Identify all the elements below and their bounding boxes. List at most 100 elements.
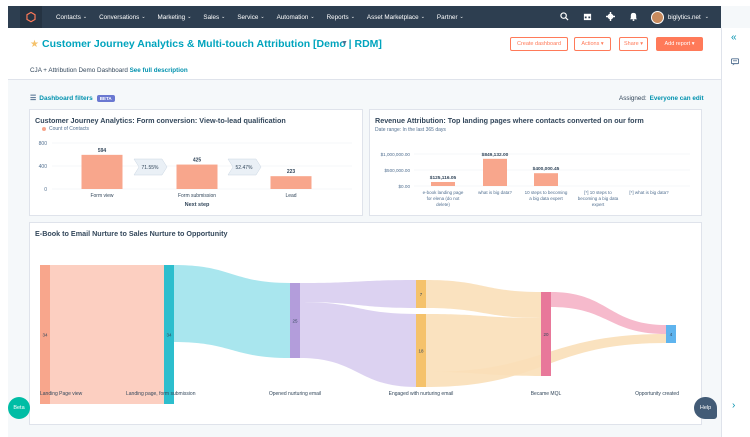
nav-item-sales[interactable]: Sales ⌄: [203, 14, 225, 21]
nav-item-label: Conversations: [99, 13, 140, 21]
sankey-node-value: 4: [670, 332, 673, 337]
conversion-rate-label: 71.55%: [142, 165, 160, 171]
nav-right: biglytics.net ⌄: [553, 6, 709, 28]
x-tick-label: for elena (do not: [427, 196, 461, 201]
x-tick-label: becoming a big data: [578, 196, 619, 201]
sankey-stage-label: Opportunity created: [635, 391, 679, 397]
nav-item-contacts[interactable]: Contacts ⌄: [56, 14, 87, 21]
sankey-stage-label: Landing page, form submission: [126, 391, 196, 397]
report-card-form-conversion: Customer Journey Analytics: Form convers…: [29, 109, 363, 216]
notifications-icon[interactable]: [629, 12, 638, 23]
dashboard-filters-label[interactable]: Dashboard filters: [39, 94, 93, 102]
chevron-down-icon: ⌄: [221, 14, 226, 20]
sankey-node-value: 18: [418, 349, 424, 354]
sankey-link: [426, 314, 541, 376]
legend-label: Count of Contacts: [49, 126, 90, 132]
x-tick-label: 10 steps to becoming: [525, 190, 568, 195]
bar-form-submission: [176, 164, 218, 189]
y-tick-label: 0: [44, 187, 47, 193]
bar-value-label: $125,116.05: [430, 175, 457, 181]
dashboard-switcher-caret-icon[interactable]: ▼: [341, 40, 348, 47]
share-button[interactable]: Share ▾: [619, 37, 648, 51]
collapse-sidebar-icon[interactable]: «: [731, 32, 737, 43]
sankey-node: [666, 325, 676, 343]
nav-item-label: Partner: [436, 13, 458, 21]
sankey-node-value: 7: [420, 292, 423, 297]
add-report-button[interactable]: Add report ▾: [656, 37, 703, 51]
nav-item-reports[interactable]: Reports ⌄: [327, 14, 355, 21]
report-card-sankey: E-Book to Email Nurture to Sales Nurture…: [29, 222, 702, 425]
chevron-down-icon: ⌄: [187, 14, 192, 20]
right-sidebar: « ›: [721, 28, 750, 437]
sankey-stage-label: Landing Page view: [40, 391, 83, 397]
dashboard-title[interactable]: Customer Journey Analytics & Multi-touch…: [42, 38, 382, 50]
marketplace-icon[interactable]: [583, 12, 592, 23]
assigned-value-link[interactable]: Everyone can edit: [649, 95, 704, 102]
sankey-link: [426, 280, 541, 318]
dashboard-subtitle: CJA + Attribution Demo Dashboard: [30, 67, 128, 74]
settings-icon[interactable]: [605, 11, 615, 23]
hubspot-logo-icon: ⬡: [25, 10, 37, 24]
legend-swatch: [42, 127, 46, 131]
x-tick-label: expert: [592, 202, 605, 207]
chevron-down-icon: ⌄: [310, 14, 315, 20]
nav-item-partner[interactable]: Partner ⌄: [437, 14, 464, 21]
sankey-node-value: 20: [543, 332, 549, 337]
x-tick-label: what is big data?: [478, 190, 512, 195]
form-conversion-chart: 800 400 0 594 Form view 425 Form submission 223…: [39, 141, 352, 208]
actions-button[interactable]: Actions ▾: [574, 37, 611, 51]
favorite-star-icon[interactable]: ★: [30, 39, 39, 50]
dashboard-header: ★ Customer Journey Analytics & Multi-tou…: [8, 28, 721, 80]
nav-item-asset-marketplace[interactable]: Asset Marketplace ⌄: [367, 14, 425, 21]
x-tick-label: Lead: [285, 193, 296, 199]
top-navigation: ⬡ Contacts ⌄ Conversations ⌄ Marketing ⌄ Sales…: [8, 6, 721, 28]
sankey-node: [416, 314, 426, 387]
add-report-button-label: Add report: [664, 41, 691, 47]
sankey-node: [164, 265, 174, 404]
sankey-stage-label: Engaged with nurturing email: [389, 391, 454, 397]
account-name[interactable]: biglytics.net: [667, 13, 701, 21]
bar-value-label: 425: [193, 158, 202, 164]
chevron-down-icon: ⌄: [141, 14, 146, 20]
bar: [534, 173, 558, 186]
nav-item-marketing[interactable]: Marketing ⌄: [158, 14, 192, 21]
see-full-description-link[interactable]: See full description: [129, 67, 188, 74]
hubspot-logo[interactable]: ⬡: [20, 6, 42, 28]
nav-item-label: Reports: [326, 13, 349, 21]
x-tick-label: a big data expert: [529, 196, 563, 201]
chevron-down-icon: ⌄: [420, 14, 425, 20]
bar-value-label: 223: [287, 169, 296, 175]
avatar[interactable]: [650, 10, 664, 24]
bar-value-label: $400,000.45: [533, 166, 560, 172]
chat-icon[interactable]: [730, 58, 740, 68]
report-title[interactable]: Customer Journey Analytics: Form convers…: [35, 116, 286, 125]
create-dashboard-button[interactable]: Create dashboard: [510, 37, 568, 51]
account-menu-chevron-icon[interactable]: ⌄: [704, 14, 709, 20]
search-icon[interactable]: [560, 11, 569, 23]
nav-item-service[interactable]: Service ⌄: [237, 14, 264, 21]
x-tick-label: Form view: [90, 193, 113, 199]
nav-item-automation[interactable]: Automation ⌄: [277, 14, 315, 21]
chevron-down-icon: ⌄: [82, 14, 88, 20]
nav-item-label: Service: [237, 13, 259, 21]
help-button[interactable]: Help: [694, 397, 717, 419]
conversion-arrow: [227, 158, 262, 176]
x-tick-label: Form submission: [178, 193, 216, 199]
conversion-arrow: [133, 158, 168, 176]
chevron-down-icon: ⌄: [260, 14, 265, 20]
nav-item-conversations[interactable]: Conversations ⌄: [99, 14, 145, 21]
dashboard-filters[interactable]: ☰ Dashboard filters BETA: [30, 94, 115, 102]
sankey-stage-label: Became MQL: [531, 391, 562, 397]
chevron-down-icon: ⌄: [459, 14, 464, 20]
sankey-node: [290, 283, 300, 358]
report-title[interactable]: Revenue Attribution: Top landing pages w…: [375, 116, 644, 125]
report-title[interactable]: E-Book to Email Nurture to Sales Nurture…: [35, 229, 228, 238]
assigned-label: Assigned:: [619, 95, 647, 102]
actions-button-label: Actions: [581, 41, 600, 47]
sankey-chart: 34 34 25 7 18 20 4 Landing Page view Landing pag…: [40, 265, 679, 404]
sankey-node: [40, 265, 50, 404]
y-tick-label: 400: [39, 164, 48, 170]
beta-button[interactable]: Beta: [8, 397, 30, 419]
sankey-link: [50, 265, 164, 404]
chevron-right-icon[interactable]: ›: [732, 400, 736, 411]
